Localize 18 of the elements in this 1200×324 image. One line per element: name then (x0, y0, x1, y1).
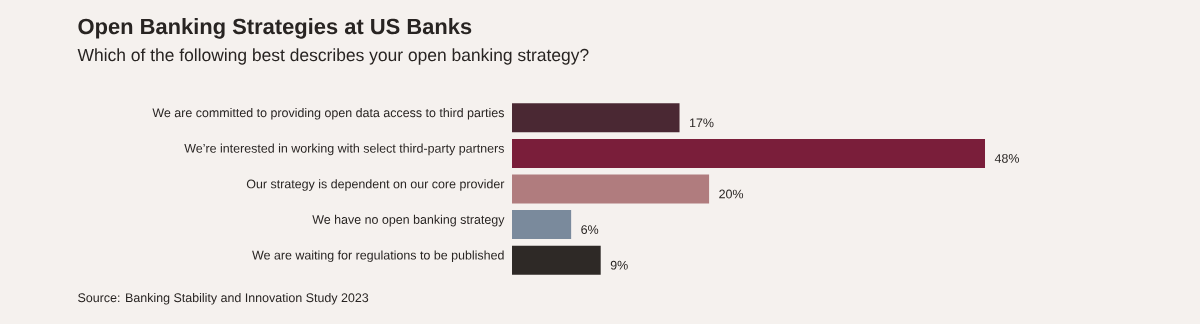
bar (512, 103, 680, 133)
y-tick-label: We are committed to providing open data access to third parties (152, 107, 504, 120)
text: Open Banking Strategies at US Banks (78, 18, 472, 39)
data-label: 48% (994, 154, 1019, 163)
data-label: 9% (610, 260, 628, 270)
bar (512, 245, 601, 275)
bar (512, 138, 986, 168)
y-tick-label: We’re interested in working with select third-party partners (184, 143, 504, 156)
y-tick-label: Our strategy is dependent on our core provider (246, 179, 505, 191)
source-note: Source: Banking Stability and Innovation Study 2023 (78, 292, 369, 305)
bar (512, 210, 572, 240)
data-label: 6% (581, 225, 599, 235)
data-label: 17% (690, 118, 714, 128)
text: Which of the following best describes your open banking strategy? (77, 48, 589, 65)
bar (512, 174, 710, 204)
y-tick-label: We are waiting for regulations to be published (252, 250, 504, 262)
data-label: 20% (719, 189, 744, 199)
y-tick-label: We have no open banking strategy (312, 214, 505, 227)
